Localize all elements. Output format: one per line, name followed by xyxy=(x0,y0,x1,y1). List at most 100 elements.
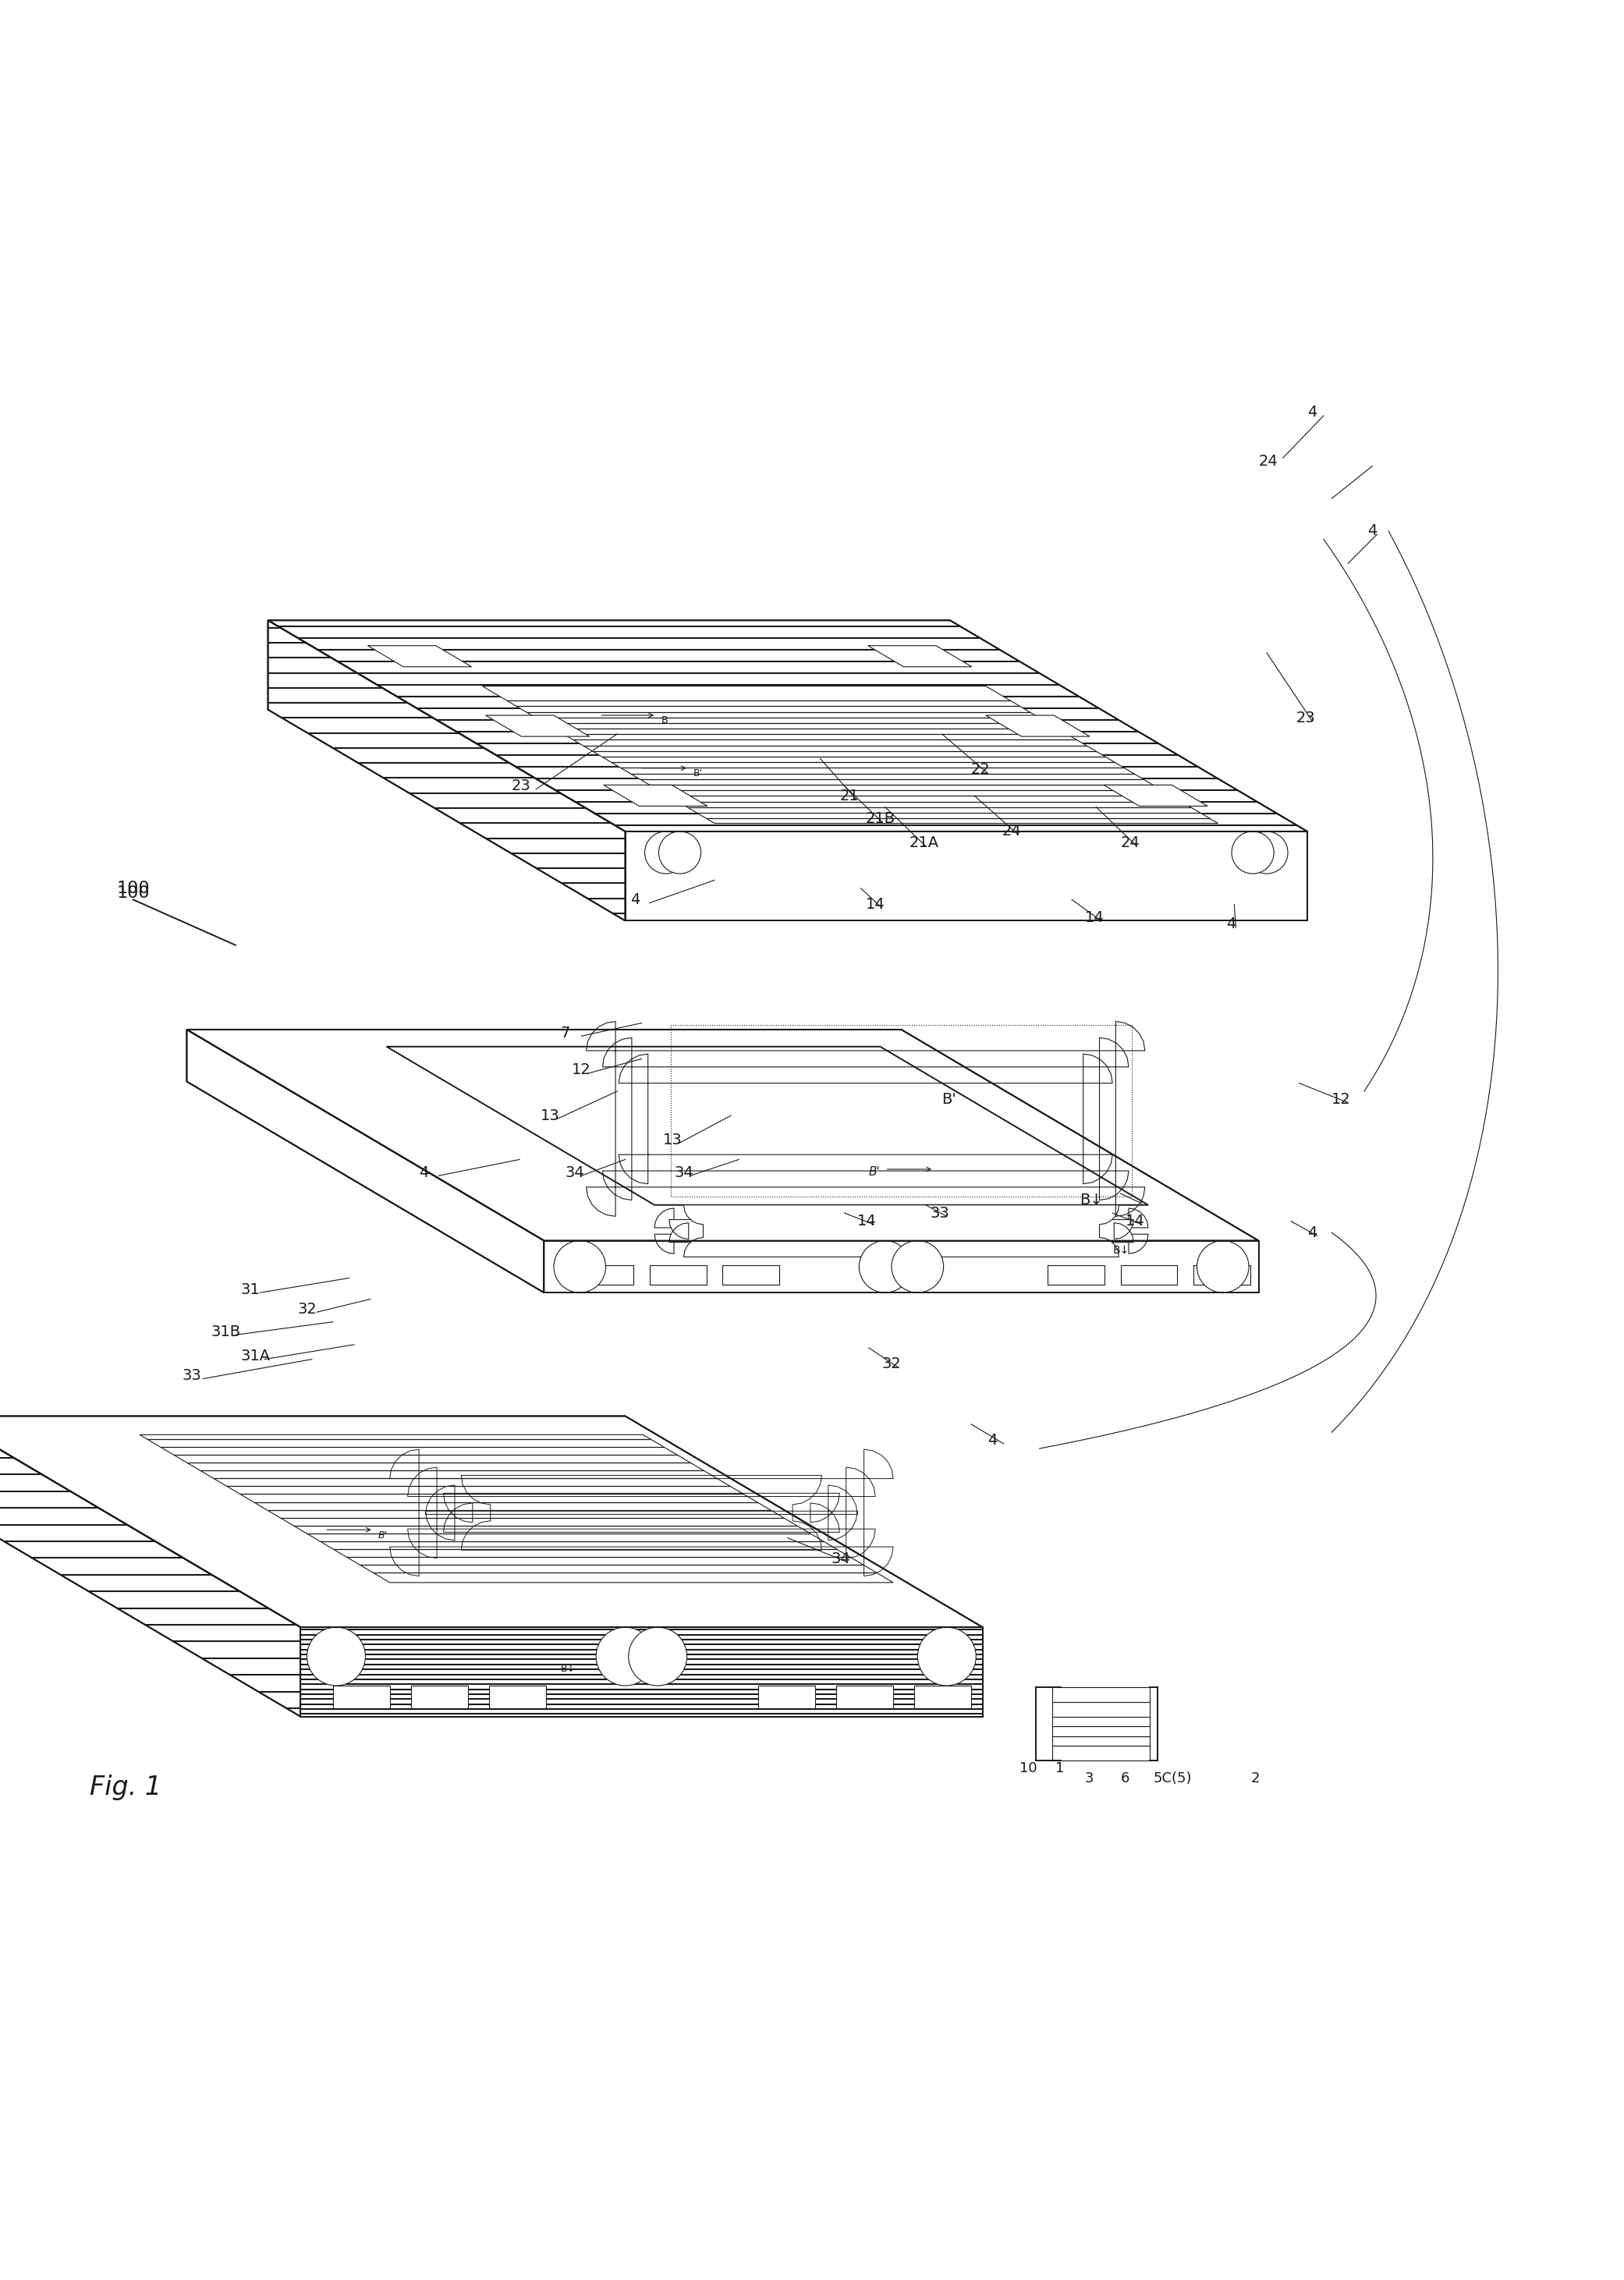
Text: 7: 7 xyxy=(560,1026,570,1040)
Polygon shape xyxy=(486,716,590,736)
Polygon shape xyxy=(986,716,1090,736)
Polygon shape xyxy=(387,1047,1148,1204)
Polygon shape xyxy=(187,1031,544,1293)
Polygon shape xyxy=(654,1208,1148,1254)
Text: 13: 13 xyxy=(541,1108,560,1124)
Polygon shape xyxy=(482,686,1218,823)
Polygon shape xyxy=(0,1416,300,1717)
Polygon shape xyxy=(684,1204,1119,1256)
Text: 5C(5): 5C(5) xyxy=(1153,1772,1192,1785)
Circle shape xyxy=(1197,1240,1249,1293)
Text: 31B: 31B xyxy=(211,1325,240,1338)
Text: 34: 34 xyxy=(831,1553,851,1566)
Text: 14: 14 xyxy=(857,1213,877,1229)
Polygon shape xyxy=(187,1031,1259,1240)
Bar xyxy=(1121,1265,1177,1284)
Polygon shape xyxy=(268,620,625,921)
Circle shape xyxy=(596,1628,654,1685)
Bar xyxy=(914,1685,971,1708)
Circle shape xyxy=(645,832,687,873)
Text: 3: 3 xyxy=(1085,1772,1095,1785)
Text: 4: 4 xyxy=(1226,917,1236,933)
Polygon shape xyxy=(669,1220,1134,1243)
Bar xyxy=(411,1685,468,1708)
Polygon shape xyxy=(625,832,1307,921)
Text: 1: 1 xyxy=(1056,1762,1064,1776)
Circle shape xyxy=(1231,832,1273,873)
Text: 31: 31 xyxy=(240,1281,260,1297)
Bar xyxy=(1194,1265,1250,1284)
Bar xyxy=(577,1265,633,1284)
Bar xyxy=(1052,1701,1150,1717)
Text: 4: 4 xyxy=(1307,406,1317,420)
Polygon shape xyxy=(268,620,1307,832)
Text: 100: 100 xyxy=(117,880,149,896)
Circle shape xyxy=(659,832,702,873)
Text: 14: 14 xyxy=(1125,1213,1145,1229)
Circle shape xyxy=(628,1628,687,1685)
Text: 4: 4 xyxy=(419,1165,429,1179)
Polygon shape xyxy=(544,1240,1259,1293)
Polygon shape xyxy=(367,645,471,666)
Bar xyxy=(1052,1746,1150,1760)
Bar xyxy=(489,1685,546,1708)
Text: 31A: 31A xyxy=(240,1347,270,1363)
Text: 12: 12 xyxy=(1332,1092,1351,1106)
Text: 32: 32 xyxy=(882,1357,901,1373)
Polygon shape xyxy=(140,1434,893,1582)
Text: B↓: B↓ xyxy=(1080,1192,1103,1208)
Circle shape xyxy=(1246,832,1288,873)
Circle shape xyxy=(918,1628,976,1685)
Bar xyxy=(650,1265,706,1284)
Text: 23: 23 xyxy=(1296,711,1315,725)
Text: 21B: 21B xyxy=(866,812,895,825)
Text: B': B' xyxy=(869,1167,880,1179)
Circle shape xyxy=(307,1628,365,1685)
Text: 23: 23 xyxy=(512,777,531,793)
Circle shape xyxy=(554,1240,606,1293)
Text: 2: 2 xyxy=(1250,1772,1260,1785)
Bar xyxy=(836,1685,893,1708)
Bar xyxy=(1052,1726,1150,1735)
Text: B: B xyxy=(661,716,667,725)
Bar xyxy=(758,1685,815,1708)
Polygon shape xyxy=(0,1416,983,1628)
Text: B': B' xyxy=(378,1530,388,1541)
Text: 22: 22 xyxy=(971,762,991,777)
Text: 4: 4 xyxy=(630,891,640,907)
Text: B': B' xyxy=(693,768,703,777)
Polygon shape xyxy=(604,784,708,807)
Text: 13: 13 xyxy=(663,1133,682,1147)
Text: 6: 6 xyxy=(1121,1772,1129,1785)
Text: 21A: 21A xyxy=(909,834,939,850)
Text: 34: 34 xyxy=(565,1165,585,1179)
Bar xyxy=(1052,1735,1150,1746)
Text: 24: 24 xyxy=(1259,454,1278,470)
Text: 10: 10 xyxy=(1020,1762,1038,1776)
Text: B↓: B↓ xyxy=(560,1664,575,1674)
Text: 32: 32 xyxy=(297,1302,317,1316)
Text: 24: 24 xyxy=(1002,823,1021,839)
Circle shape xyxy=(859,1240,911,1293)
Text: 14: 14 xyxy=(866,896,885,912)
Text: 21: 21 xyxy=(840,789,859,803)
Polygon shape xyxy=(300,1628,983,1717)
Text: Fig. 1: Fig. 1 xyxy=(89,1774,161,1799)
Text: 33: 33 xyxy=(182,1368,201,1384)
Text: B': B' xyxy=(942,1092,957,1106)
Text: 4: 4 xyxy=(987,1434,997,1448)
Polygon shape xyxy=(867,645,971,666)
Bar xyxy=(1047,1265,1104,1284)
Circle shape xyxy=(892,1240,944,1293)
Text: 34: 34 xyxy=(674,1165,693,1179)
Text: 4: 4 xyxy=(1307,1224,1317,1240)
Bar xyxy=(723,1265,780,1284)
Bar xyxy=(333,1685,390,1708)
Text: 33: 33 xyxy=(931,1206,950,1220)
Text: 100: 100 xyxy=(117,885,149,901)
Text: 24: 24 xyxy=(1121,834,1140,850)
Text: 14: 14 xyxy=(1085,910,1104,926)
Text: 12: 12 xyxy=(572,1062,591,1078)
Polygon shape xyxy=(1104,784,1208,807)
Text: 4: 4 xyxy=(1367,524,1377,538)
